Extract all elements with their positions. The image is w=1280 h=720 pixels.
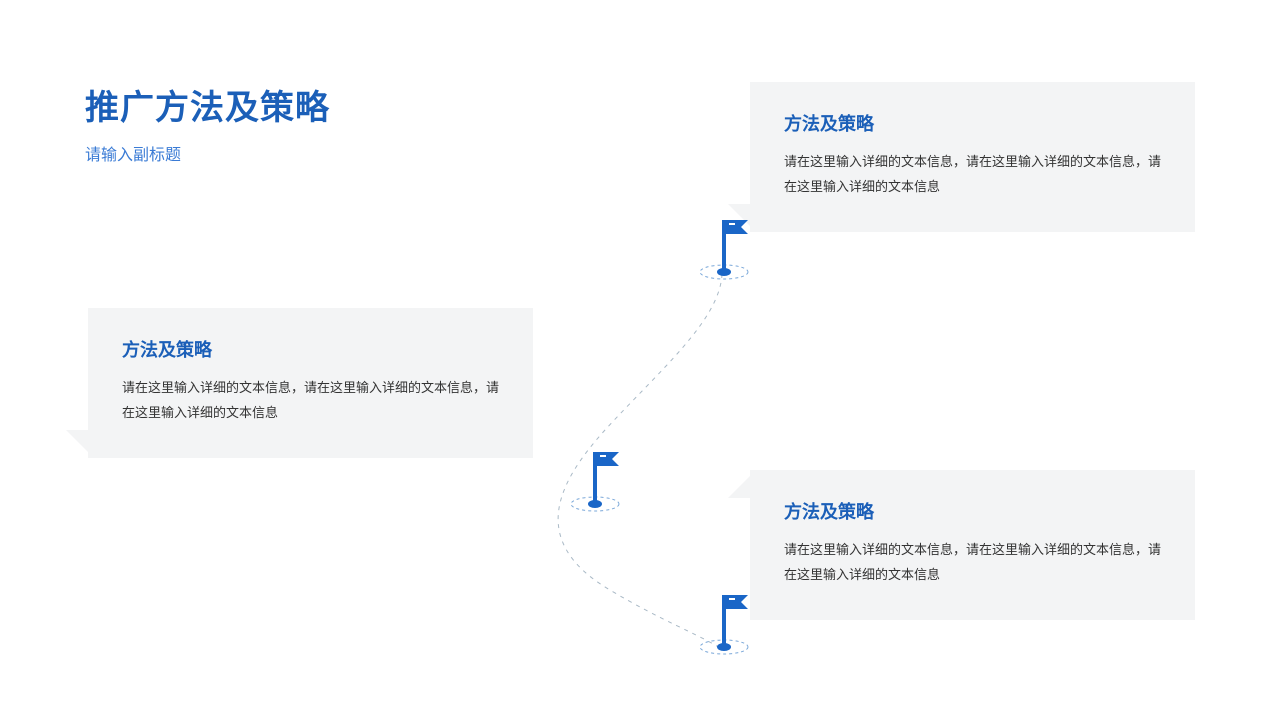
card-bottom-right: 方法及策略 请在这里输入详细的文本信息，请在这里输入详细的文本信息，请在这里输入… — [750, 470, 1195, 620]
card-middle-left: 方法及策略 请在这里输入详细的文本信息，请在这里输入详细的文本信息，请在这里输入… — [88, 308, 533, 458]
card-body: 请在这里输入详细的文本信息，请在这里输入详细的文本信息，请在这里输入详细的文本信… — [784, 150, 1161, 199]
card-tail — [66, 430, 88, 452]
sub-title: 请输入副标题 — [85, 141, 330, 165]
flag-icon — [694, 585, 754, 655]
card-top-right: 方法及策略 请在这里输入详细的文本信息，请在这里输入详细的文本信息，请在这里输入… — [750, 82, 1195, 232]
card-title: 方法及策略 — [122, 336, 499, 362]
card-title: 方法及策略 — [784, 498, 1161, 524]
main-title: 推广方法及策略 — [85, 80, 330, 129]
flag-icon — [694, 210, 754, 280]
title-block: 推广方法及策略 请输入副标题 — [85, 80, 330, 165]
card-title: 方法及策略 — [784, 110, 1161, 136]
flag-icon — [565, 442, 625, 512]
card-body: 请在这里输入详细的文本信息，请在这里输入详细的文本信息，请在这里输入详细的文本信… — [122, 376, 499, 425]
card-body: 请在这里输入详细的文本信息，请在这里输入详细的文本信息，请在这里输入详细的文本信… — [784, 538, 1161, 587]
card-tail — [728, 476, 750, 498]
